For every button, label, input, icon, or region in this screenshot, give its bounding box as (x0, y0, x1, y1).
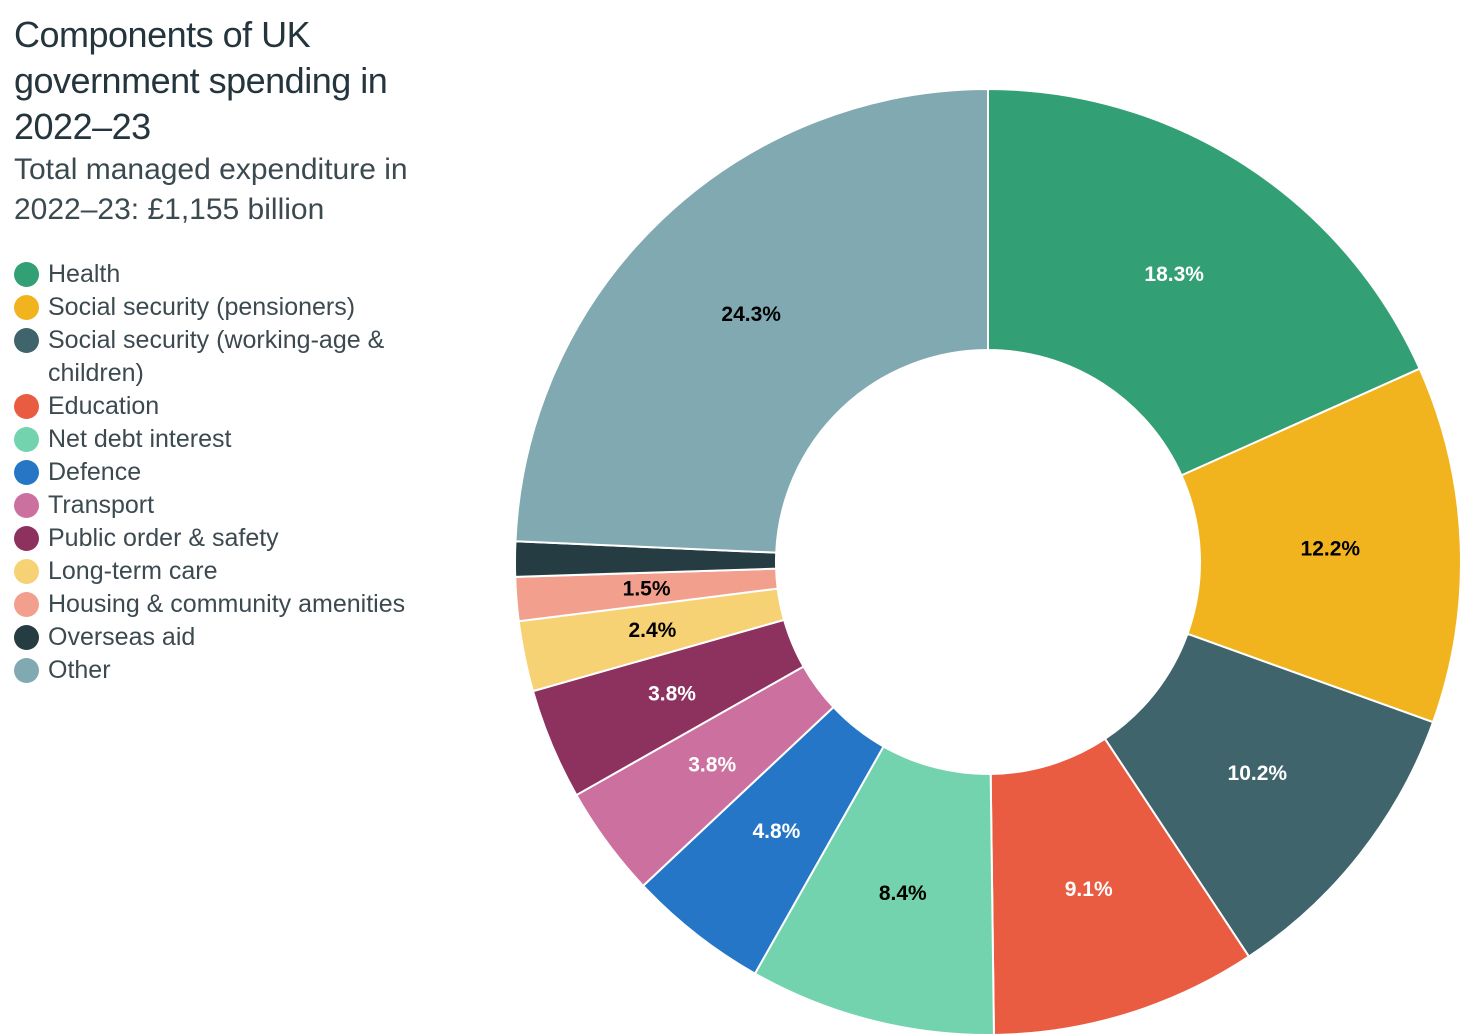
legend-item-housing-and-community-amenities[interactable]: Housing & community amenities (14, 588, 474, 621)
legend-item-defence[interactable]: Defence (14, 456, 474, 489)
slice-social-security-pensioners[interactable] (1180, 367, 1462, 724)
slice-label-transport: 3.8% (688, 754, 736, 777)
legend-swatch (14, 559, 39, 584)
legend-label: Long-term care (48, 557, 218, 585)
legend-label: Public order & safety (48, 524, 279, 552)
legend-label: Other (48, 656, 111, 684)
legend-label: Transport (48, 491, 155, 519)
slice-label-public-order-and-safety: 3.8% (648, 683, 696, 706)
slice-label-social-security-pensioners: 12.2% (1301, 538, 1361, 561)
slice-label-defence: 4.8% (752, 820, 800, 843)
slice-label-housing-and-community-amenities: 1.5% (623, 577, 671, 600)
legend-swatch (14, 493, 39, 518)
slice-label-education: 9.1% (1065, 878, 1113, 901)
legend-label: Housing & community amenities (48, 590, 406, 618)
legend-swatch (14, 328, 39, 353)
legend-label: Social security (working-age & children) (48, 326, 385, 387)
donut-labels: 18.3% 12.2% 10.2% 9.1% 8.4% 4.8% 3.8% 3.8% 2.4% 1… (623, 263, 1361, 905)
legend-item-social-security-pensioners[interactable]: Social security (pensioners) (14, 291, 474, 324)
legend-swatch (14, 526, 39, 551)
legend-label: Net debt interest (48, 425, 232, 453)
slice-social-security-working-age-and-children[interactable] (1103, 632, 1435, 958)
legend-label: Education (48, 392, 160, 420)
legend-label: Defence (48, 458, 142, 486)
donut-slices (514, 88, 1462, 1036)
slice-label-other: 24.3% (721, 303, 781, 326)
slice-label-long-term-care: 2.4% (628, 619, 676, 642)
legend-swatch (14, 262, 39, 287)
chart-title: Components of UK government spending in … (14, 14, 388, 147)
legend-swatch (14, 427, 39, 452)
legend-item-social-security-working-age-and-children[interactable]: Social security (working-age & children) (14, 324, 474, 390)
legend-item-transport[interactable]: Transport (14, 489, 474, 522)
legend-swatch (14, 592, 39, 617)
legend-swatch (14, 394, 39, 419)
slice-label-social-security-working-age-and-children: 10.2% (1228, 762, 1288, 785)
chart-subtitle: Total managed expenditure in 2022–23: £1… (14, 153, 408, 226)
legend-swatch (14, 658, 39, 683)
legend-item-long-term-care[interactable]: Long-term care (14, 555, 474, 588)
legend-item-health[interactable]: Health (14, 258, 474, 291)
slice-education[interactable] (989, 737, 1250, 1036)
legend-swatch (14, 460, 39, 485)
slice-other[interactable] (514, 88, 989, 554)
legend-label: Overseas aid (48, 623, 196, 651)
chart-legend: Health Social security (pensioners) Social… (14, 258, 474, 687)
slice-label-net-debt-interest: 8.4% (879, 882, 927, 905)
legend-item-other[interactable]: Other (14, 654, 474, 687)
legend-label: Health (48, 260, 121, 288)
legend-swatch (14, 295, 39, 320)
legend-item-education[interactable]: Education (14, 390, 474, 423)
slice-health[interactable] (987, 88, 1421, 477)
legend-label: Social security (pensioners) (48, 293, 356, 321)
legend-item-public-order-and-safety[interactable]: Public order & safety (14, 522, 474, 555)
legend-item-overseas-aid[interactable]: Overseas aid (14, 621, 474, 654)
legend-swatch (14, 625, 39, 650)
legend-item-net-debt-interest[interactable]: Net debt interest (14, 423, 474, 456)
slice-label-health: 18.3% (1144, 263, 1204, 286)
